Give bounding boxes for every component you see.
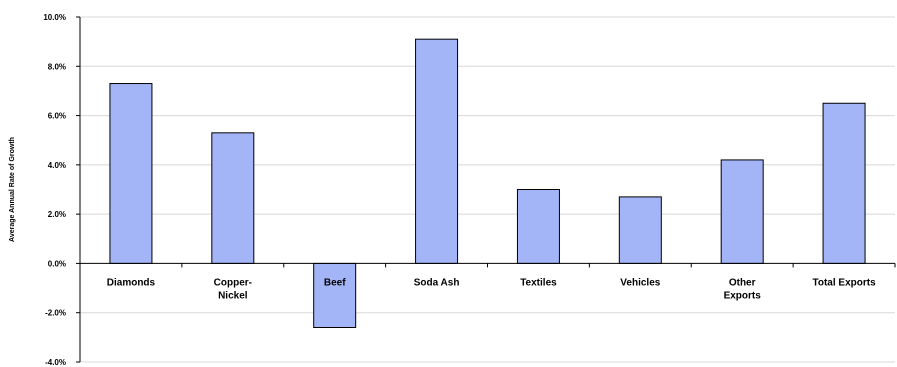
category-label-line: Exports: [724, 290, 762, 301]
bar: [415, 38, 459, 264]
y-tick-label: 6.0%: [48, 112, 66, 121]
category-label: Total Exports: [812, 277, 876, 288]
category-labels: Diamonds Copper- Nickel Beef Soda Ash Textile…: [107, 277, 876, 301]
bar: [516, 189, 560, 264]
bar: [313, 262, 357, 328]
category-label-line: Beef: [324, 277, 346, 288]
category-label: Textiles: [520, 277, 557, 288]
category-label-line: Diamonds: [107, 277, 156, 288]
gridlines: [80, 16, 895, 363]
category-label: Copper- Nickel: [214, 277, 252, 301]
y-tick-label: -4.0%: [45, 358, 66, 367]
bar: [720, 159, 764, 264]
category-label: Beef: [324, 277, 346, 288]
category-label-line: Other: [729, 277, 756, 288]
category-label-line: Vehicles: [620, 277, 660, 288]
y-tick-label: -2.0%: [45, 309, 66, 318]
category-label-line: Copper-: [214, 277, 252, 288]
bar: [618, 196, 662, 264]
category-label-line: Nickel: [218, 290, 248, 301]
y-tick-label: 2.0%: [48, 210, 66, 219]
category-label: Soda Ash: [414, 277, 460, 288]
bars: [109, 38, 866, 328]
y-tick-label: 10.0%: [43, 13, 66, 22]
category-label-line: Soda Ash: [414, 277, 460, 288]
axes: [76, 16, 896, 363]
category-label: Diamonds: [107, 277, 156, 288]
bar: [109, 83, 153, 264]
y-tick-label: 8.0%: [48, 62, 66, 71]
bar: [211, 132, 255, 264]
category-label-line: Total Exports: [812, 277, 876, 288]
y-tick-label: 4.0%: [48, 161, 66, 170]
y-tick-label: 0.0%: [48, 259, 66, 268]
bar: [822, 102, 866, 264]
category-label: Vehicles: [620, 277, 660, 288]
y-tick-labels: -4.0% -2.0% 0.0% 2.0% 4.0% 6.0% 8.0% 10.0%: [43, 13, 66, 367]
category-label-line: Textiles: [520, 277, 557, 288]
y-axis-label: Average Annual Rate of Growth: [9, 137, 16, 242]
category-label: Other Exports: [724, 277, 762, 301]
